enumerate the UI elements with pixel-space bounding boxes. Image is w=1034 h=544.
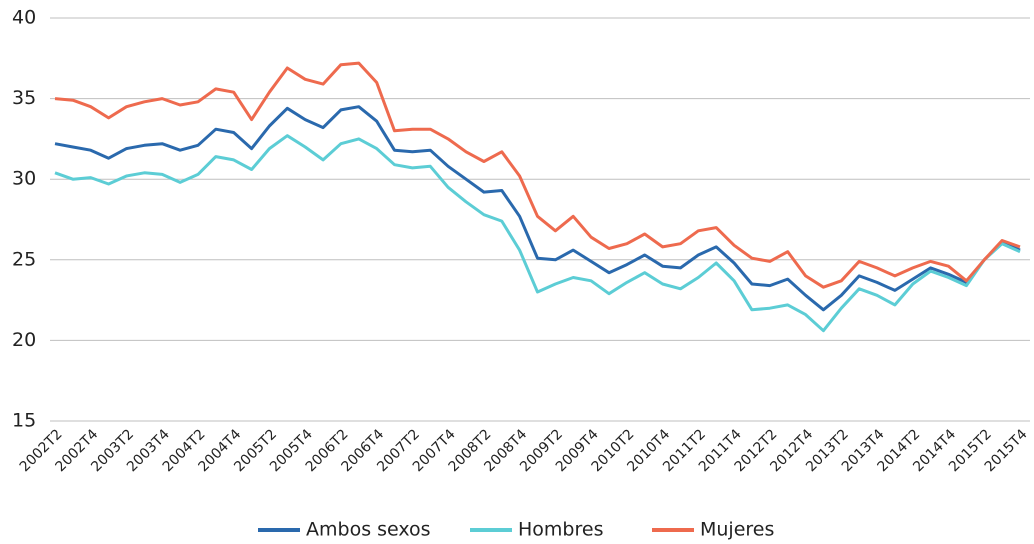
series-line bbox=[54, 61, 1021, 289]
legend-label: Hombres bbox=[518, 519, 603, 541]
y-tick-label: 15 bbox=[12, 410, 36, 432]
y-tick-label: 30 bbox=[12, 168, 36, 190]
y-tick-label: 25 bbox=[12, 248, 36, 270]
series-line bbox=[54, 134, 1021, 333]
legend-label: Mujeres bbox=[700, 519, 774, 541]
y-tick-label: 20 bbox=[12, 329, 36, 351]
legend-label: Ambos sexos bbox=[306, 519, 431, 541]
y-tick-label: 40 bbox=[12, 7, 36, 29]
series-line bbox=[54, 105, 1021, 312]
y-tick-label: 35 bbox=[12, 87, 36, 109]
